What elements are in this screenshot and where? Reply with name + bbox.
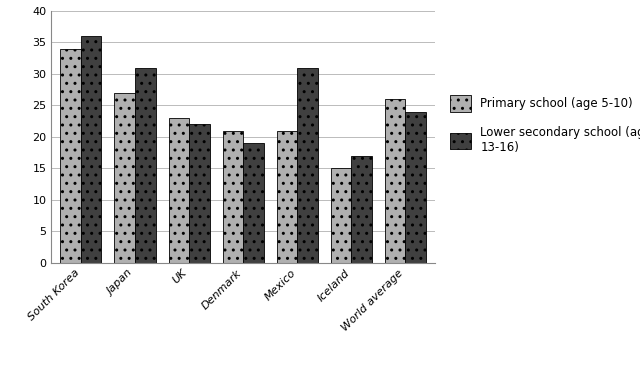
Bar — [135, 68, 156, 263]
Bar — [60, 49, 81, 263]
Bar — [168, 118, 189, 263]
Bar — [406, 112, 426, 263]
Bar — [243, 143, 264, 263]
Bar — [81, 36, 102, 263]
Bar — [298, 68, 318, 263]
Bar — [351, 156, 372, 263]
Legend: Primary school (age 5-10), Lower secondary school (age
13-16): Primary school (age 5-10), Lower seconda… — [445, 90, 640, 158]
Bar — [331, 168, 351, 263]
Bar — [189, 124, 210, 263]
Bar — [385, 99, 406, 263]
Bar — [223, 131, 243, 263]
Bar — [115, 93, 135, 263]
Bar — [276, 131, 298, 263]
